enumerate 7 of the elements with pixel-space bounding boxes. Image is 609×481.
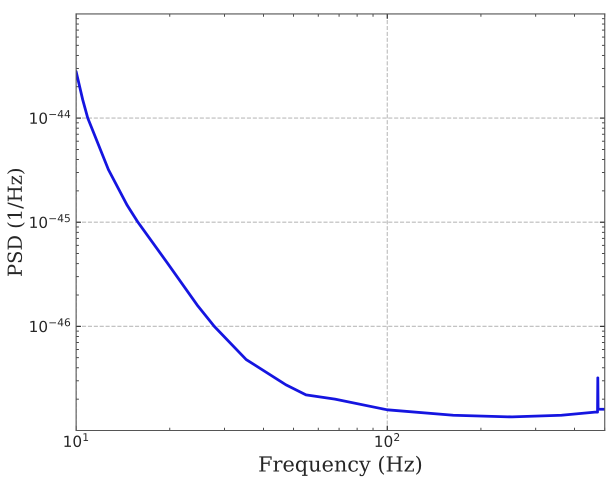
x-tick-label: 10$^{2}$ (375, 433, 400, 448)
y-tick-label: 10$^{−45}$ (30, 214, 70, 228)
y-axis-title: PSD (1/Hz) (7, 169, 25, 276)
x-tick-label: 10$^{1}$ (64, 433, 88, 448)
x-axis-title: Frequency (Hz) (259, 456, 422, 476)
y-tick-label: 10$^{−44}$ (30, 110, 70, 124)
y-tick-label: 10$^{−46}$ (30, 318, 70, 332)
